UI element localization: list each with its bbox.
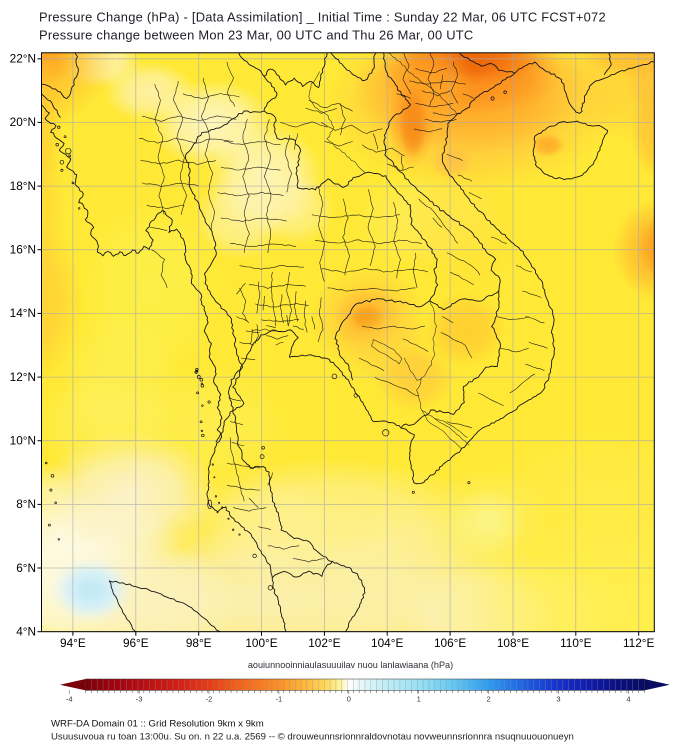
svg-text:-1: -1	[276, 694, 283, 703]
svg-text:-2: -2	[206, 694, 213, 703]
svg-text:106°E: 106°E	[434, 636, 466, 650]
svg-text:Pressure Change (hPa) - [Data: Pressure Change (hPa) - [Data Assimilati…	[39, 10, 606, 25]
svg-text:10°N: 10°N	[10, 434, 36, 448]
svg-text:-4: -4	[66, 694, 73, 703]
svg-text:3: 3	[556, 694, 560, 703]
svg-text:104°E: 104°E	[371, 636, 403, 650]
svg-text:WRF-DA Domain 01 :: Grid Resol: WRF-DA Domain 01 :: Grid Resolution 9km …	[51, 719, 264, 730]
svg-text:Pressure change between Mon 23: Pressure change between Mon 23 Mar, 00 U…	[39, 28, 473, 43]
svg-text:0: 0	[347, 694, 351, 703]
svg-text:110°E: 110°E	[560, 636, 592, 650]
svg-text:12°N: 12°N	[10, 370, 36, 384]
svg-text:100°E: 100°E	[245, 636, 277, 650]
svg-text:8°N: 8°N	[16, 497, 36, 511]
svg-text:14°N: 14°N	[10, 306, 36, 320]
svg-text:1: 1	[417, 694, 421, 703]
svg-text:4°N: 4°N	[16, 625, 36, 639]
svg-text:18°N: 18°N	[10, 179, 36, 193]
svg-text:4: 4	[626, 694, 630, 703]
svg-text:2: 2	[487, 694, 491, 703]
svg-text:98°E: 98°E	[186, 636, 212, 650]
svg-text:6°N: 6°N	[16, 561, 36, 575]
svg-text:112°E: 112°E	[623, 636, 655, 650]
svg-text:Usuusuvoua ru toan 13:00u. Su: Usuusuvoua ru toan 13:00u. Su on. n 22 u…	[51, 732, 574, 743]
svg-text:16°N: 16°N	[10, 243, 36, 257]
svg-text:108°E: 108°E	[497, 636, 529, 650]
svg-text:-3: -3	[136, 694, 143, 703]
svg-text:94°E: 94°E	[60, 636, 86, 650]
svg-text:20°N: 20°N	[10, 115, 36, 129]
svg-text:aouiunnooinniaulasuuuilav nuou: aouiunnooinniaulasuuuilav nuou lanlawiaa…	[248, 660, 453, 670]
svg-text:96°E: 96°E	[123, 636, 149, 650]
svg-text:102°E: 102°E	[308, 636, 340, 650]
svg-text:22°N: 22°N	[10, 52, 36, 66]
